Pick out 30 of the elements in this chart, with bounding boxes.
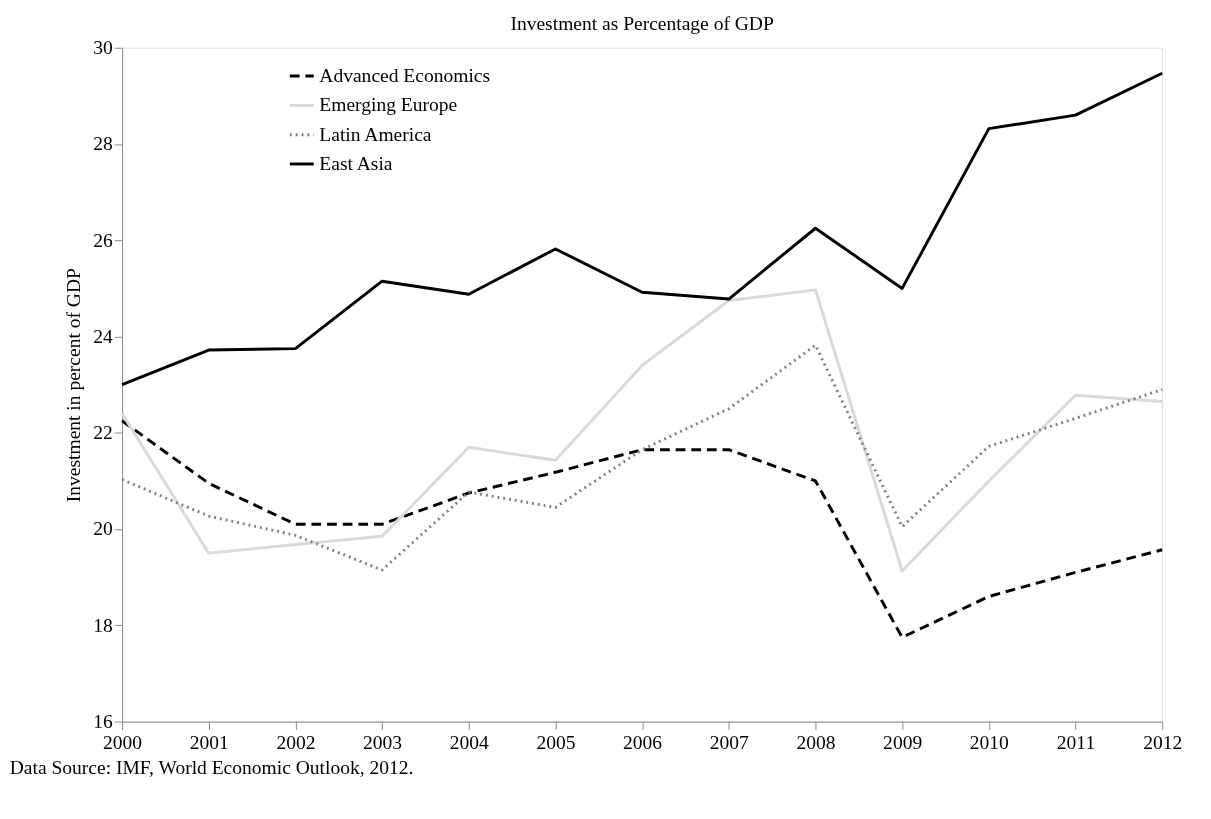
x-tick-label: 2002 <box>276 732 316 754</box>
x-tick-label: 2012 <box>1143 732 1183 754</box>
x-tick-label: 2009 <box>883 732 923 754</box>
y-tick-label: 18 <box>93 614 114 636</box>
x-tick-label: 2010 <box>969 732 1010 754</box>
x-tick-label: 2001 <box>189 732 229 754</box>
y-tick-label: 20 <box>93 518 114 540</box>
x-tick-label: 2003 <box>363 732 403 754</box>
source-note: Data Source: IMF, World Economic Outlook, 2012. <box>9 757 414 779</box>
y-axis-title: Investment in percent of GDP <box>62 267 84 503</box>
y-tick-label: 30 <box>93 37 114 59</box>
x-tick-label: 2006 <box>623 732 663 754</box>
y-tick-label: 26 <box>93 229 114 251</box>
y-tick-label: 16 <box>93 710 114 732</box>
line-series <box>120 71 1164 387</box>
legend-label: Emerging Europe <box>319 94 458 116</box>
legend-label: East Asia <box>319 152 393 174</box>
legend-label: Advanced Economics <box>319 64 491 86</box>
x-tick-label: 2007 <box>709 732 750 754</box>
x-tick-label: 2004 <box>449 732 490 754</box>
y-tick-label: 24 <box>93 325 114 347</box>
y-tick-label: 22 <box>93 422 113 444</box>
chart-title: Investment as Percentage of GDP <box>510 13 774 35</box>
x-tick-label: 2000 <box>103 732 143 754</box>
x-tick-label: 2008 <box>796 732 836 754</box>
legend-label: Latin America <box>319 123 432 145</box>
y-tick-label: 28 <box>93 133 114 155</box>
x-tick-label: 2005 <box>536 732 576 754</box>
x-tick-label: 2011 <box>1056 732 1096 754</box>
line-series <box>120 419 1164 639</box>
